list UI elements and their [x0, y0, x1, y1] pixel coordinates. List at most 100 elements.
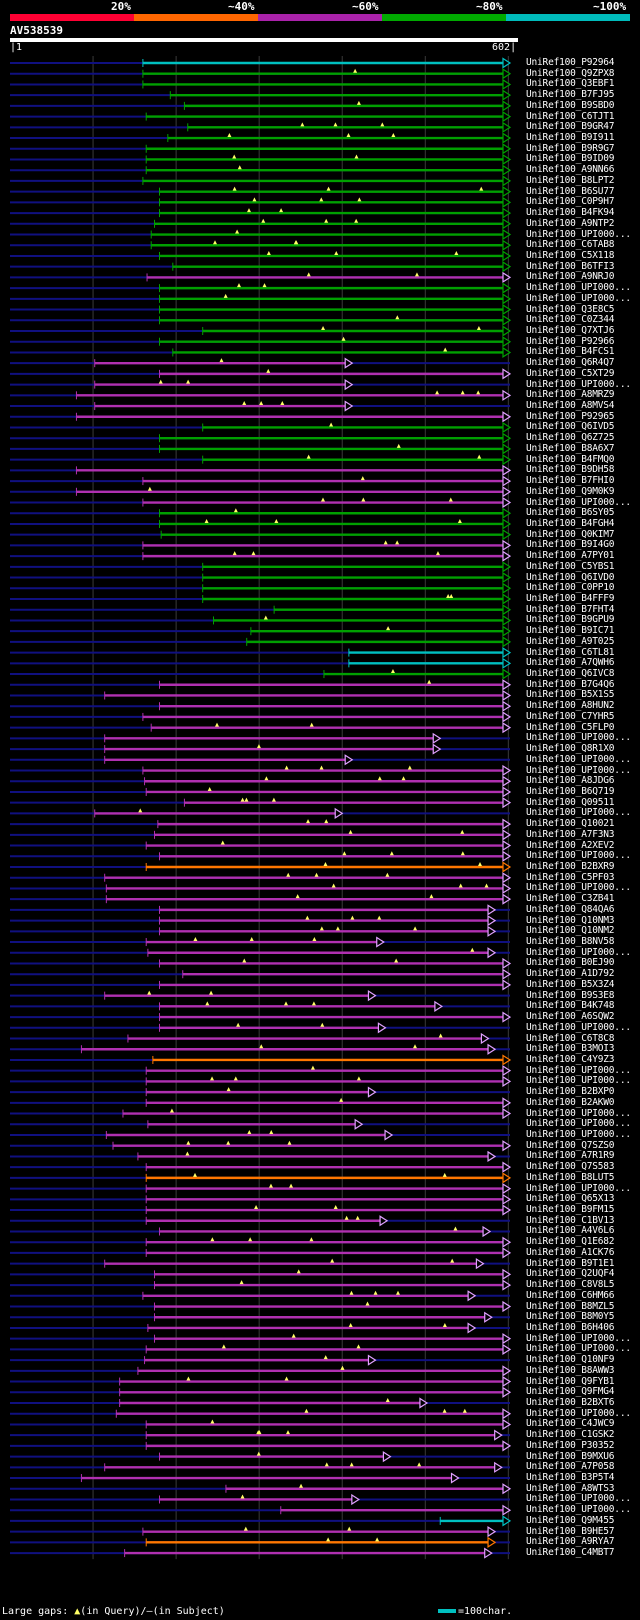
hit-link[interactable]: UniRef100_Q7SZS0: [526, 1139, 615, 1151]
hit-link[interactable]: UniRef100_P92965: [526, 410, 615, 422]
hit-link[interactable]: UniRef100_C5XT29: [526, 367, 615, 379]
hit-link[interactable]: UniRef100_Q09511: [526, 796, 615, 808]
hit-link[interactable]: UniRef100_UPI000...: [526, 764, 631, 776]
hit-link[interactable]: UniRef100_Q6IVC8: [526, 668, 615, 680]
hit-link[interactable]: UniRef100_Q84QA6: [526, 903, 615, 915]
hit-link[interactable]: UniRef100_A7F3N3: [526, 828, 615, 840]
hit-link[interactable]: UniRef100_B4FCS1: [526, 346, 615, 358]
hit-link[interactable]: UniRef100_UPI000...: [526, 1407, 631, 1419]
hit-link[interactable]: UniRef100_B8M0Y5: [526, 1311, 615, 1323]
hit-link[interactable]: UniRef100_Q10NF9: [526, 1354, 615, 1366]
hit-link[interactable]: UniRef100_A9NN66: [526, 164, 615, 176]
hit-link[interactable]: UniRef100_Q7XTJ6: [526, 325, 615, 336]
hit-link[interactable]: UniRef100_B9HE57: [526, 1525, 615, 1537]
hit-link[interactable]: UniRef100_B5X3Z4: [526, 978, 615, 990]
hit-link[interactable]: UniRef100_Q10021: [526, 818, 615, 830]
hit-link[interactable]: UniRef100_B2BXR9: [526, 861, 615, 872]
hit-link[interactable]: UniRef100_C5FLP0: [526, 721, 615, 733]
hit-link[interactable]: UniRef100_C0Z344: [526, 314, 615, 326]
hit-link[interactable]: UniRef100_Q9ZPX8: [526, 67, 615, 79]
hit-link[interactable]: UniRef100_B8LPT2: [526, 174, 615, 186]
hit-link[interactable]: UniRef100_UPI000...: [526, 946, 631, 958]
hit-link[interactable]: UniRef100_C8V8L5: [526, 1279, 615, 1291]
hit-link[interactable]: UniRef100_UPI000...: [526, 1129, 631, 1140]
hit-link[interactable]: UniRef100_B9GPU9: [526, 614, 615, 626]
hit-link[interactable]: UniRef100_Q3E8C5: [526, 303, 615, 315]
hit-link[interactable]: UniRef100_B4FK94: [526, 207, 615, 219]
hit-link[interactable]: UniRef100_Q7S583: [526, 1161, 615, 1173]
hit-link[interactable]: UniRef100_A8MRZ9: [526, 389, 615, 401]
hit-link[interactable]: UniRef100_UPI000...: [526, 1332, 631, 1344]
hit-link[interactable]: UniRef100_A8WTS3: [526, 1482, 615, 1494]
hit-link[interactable]: UniRef100_B2BXP0: [526, 1086, 615, 1098]
hit-link[interactable]: UniRef100_A2XEV2: [526, 839, 615, 851]
hit-link[interactable]: UniRef100_A9T025: [526, 635, 615, 647]
hit-link[interactable]: UniRef100_B6TFI3: [526, 260, 615, 272]
hit-link[interactable]: UniRef100_B2BXT6: [526, 1397, 615, 1408]
hit-link[interactable]: UniRef100_A7P058: [526, 1461, 615, 1473]
hit-link[interactable]: UniRef100_A1CK76: [526, 1246, 615, 1258]
hit-link[interactable]: UniRef100_Q8R1X0: [526, 743, 615, 755]
hit-link[interactable]: UniRef100_B9S3E8: [526, 989, 615, 1001]
hit-link[interactable]: UniRef100_A7QWH6: [526, 657, 615, 669]
hit-link[interactable]: UniRef100_Q6Z725: [526, 432, 615, 444]
hit-link[interactable]: UniRef100_UPI000...: [526, 850, 631, 862]
hit-link[interactable]: UniRef100_Q10NM3: [526, 914, 615, 926]
hit-link[interactable]: UniRef100_B7FHI0: [526, 475, 615, 487]
hit-link[interactable]: UniRef100_B8AWW3: [526, 1364, 615, 1376]
hit-link[interactable]: UniRef100_A1D792: [526, 968, 615, 980]
hit-link[interactable]: UniRef100_UPI000...: [526, 732, 631, 744]
hit-link[interactable]: UniRef100_Q6R4Q7: [526, 357, 615, 369]
hit-link[interactable]: UniRef100_UPI000...: [526, 753, 631, 765]
hit-link[interactable]: UniRef100_B5X1S5: [526, 689, 615, 701]
hit-link[interactable]: UniRef100_B9DH58: [526, 464, 615, 476]
hit-link[interactable]: UniRef100_C0PP10: [526, 582, 615, 594]
hit-link[interactable]: UniRef100_Q6IVD5: [526, 421, 615, 433]
hit-link[interactable]: UniRef100_Q6IVD0: [526, 571, 615, 583]
hit-link[interactable]: UniRef100_UPI000...: [526, 1064, 631, 1076]
hit-link[interactable]: UniRef100_A8HUN2: [526, 700, 615, 712]
hit-link[interactable]: UniRef100_A9RYA7: [526, 1536, 615, 1548]
hit-link[interactable]: UniRef100_A9NTP2: [526, 217, 615, 229]
hit-link[interactable]: UniRef100_A4V6L6: [526, 1225, 615, 1237]
hit-link[interactable]: UniRef100_B7G4Q6: [526, 678, 615, 690]
hit-link[interactable]: UniRef100_Q9FYB1: [526, 1375, 615, 1387]
hit-link[interactable]: UniRef100_UPI000...: [526, 882, 631, 894]
hit-link[interactable]: UniRef100_C6TJT1: [526, 110, 615, 122]
hit-link[interactable]: UniRef100_C5X118: [526, 249, 615, 261]
hit-link[interactable]: UniRef100_B6SU77: [526, 185, 615, 197]
hit-link[interactable]: UniRef100_B3MOI3: [526, 1043, 615, 1055]
hit-link[interactable]: UniRef100_UPI000...: [526, 1182, 631, 1194]
hit-link[interactable]: UniRef100_UPI000...: [526, 807, 631, 819]
hit-link[interactable]: UniRef100_UPI000...: [526, 496, 631, 508]
hit-link[interactable]: UniRef100_B9R9G7: [526, 142, 615, 154]
hit-link[interactable]: UniRef100_B9ID09: [526, 153, 615, 165]
hit-link[interactable]: UniRef100_Q65X13: [526, 1193, 615, 1205]
hit-link[interactable]: UniRef100_A8JDG6: [526, 775, 615, 787]
hit-link[interactable]: UniRef100_C5YBS1: [526, 560, 615, 572]
hit-link[interactable]: UniRef100_A7PY01: [526, 550, 615, 562]
hit-link[interactable]: UniRef100_P30352: [526, 1439, 615, 1451]
hit-link[interactable]: UniRef100_B9T1E1: [526, 1257, 615, 1269]
hit-link[interactable]: UniRef100_B4FMQ0: [526, 453, 615, 465]
hit-link[interactable]: UniRef100_A6SQW2: [526, 1011, 615, 1023]
hit-link[interactable]: UniRef100_B8MZL5: [526, 1300, 615, 1312]
hit-link[interactable]: UniRef100_B9I4G0: [526, 539, 615, 551]
hit-link[interactable]: UniRef100_UPI000...: [526, 1107, 631, 1119]
hit-link[interactable]: UniRef100_UPI000...: [526, 1504, 631, 1516]
hit-link[interactable]: UniRef100_C6T8C8: [526, 1032, 615, 1044]
hit-link[interactable]: UniRef100_B9MXU6: [526, 1450, 615, 1462]
hit-link[interactable]: UniRef100_C0P9H7: [526, 196, 615, 208]
hit-link[interactable]: UniRef100_Q0KIM7: [526, 528, 615, 540]
hit-link[interactable]: UniRef100_B8NV58: [526, 936, 615, 948]
hit-link[interactable]: UniRef100_C7YHR5: [526, 710, 615, 722]
hit-link[interactable]: UniRef100_B0EJ90: [526, 957, 615, 969]
hit-link[interactable]: UniRef100_B8LUT5: [526, 1171, 615, 1183]
hit-link[interactable]: UniRef100_B3P5T4: [526, 1472, 615, 1484]
hit-link[interactable]: UniRef100_C3ZB41: [526, 893, 615, 905]
hit-link[interactable]: UniRef100_B7FHT4: [526, 603, 615, 615]
hit-link[interactable]: UniRef100_C4MBT7: [526, 1547, 615, 1559]
hit-link[interactable]: UniRef100_P92964: [526, 57, 615, 68]
hit-link[interactable]: UniRef100_A7R1R9: [526, 1150, 615, 1162]
hit-link[interactable]: UniRef100_UPI000...: [526, 1021, 631, 1033]
